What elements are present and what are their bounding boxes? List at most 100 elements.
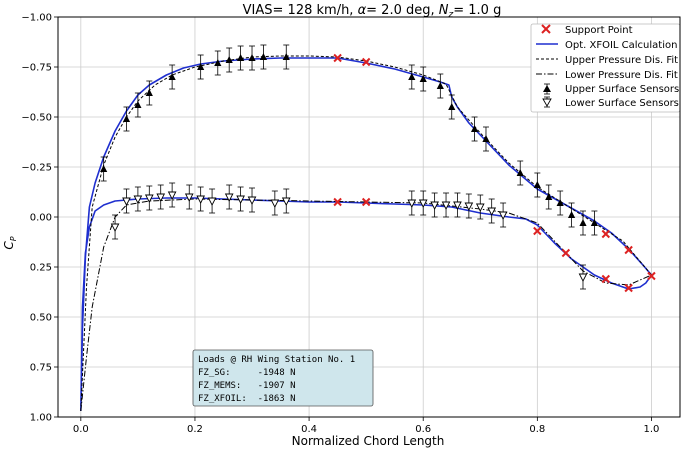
y-tick-label: 0.00 [30,213,52,224]
x-tick-label: 0.0 [73,424,89,435]
support-point [361,197,371,207]
support-point [533,226,542,236]
lower-sensor-point [167,182,177,208]
info-line-fz-mems: FZ_MEMS: -1907 N [198,381,296,391]
y-tick-label: 0.25 [30,263,52,274]
upper-sensor-point [545,184,553,210]
upper-sensor-point [225,47,233,73]
upper-sensor-point [516,160,524,186]
legend-label-lower-sensors: Lower Surface Sensors [565,98,679,109]
x-axis-ticks: 0.0 0.2 0.4 0.6 0.8 1.0 [73,417,660,435]
legend-marker-support-point [541,24,551,34]
support-point [333,53,342,63]
upper-sensor-point [197,54,205,80]
support-point [647,271,656,281]
upper-sensor-point [470,116,479,142]
support-point [333,197,342,207]
axes-frame [57,16,681,418]
lower-sensor-point [270,190,280,216]
y-tick-label: −0.25 [21,163,52,174]
x-tick-label: 0.4 [301,424,317,435]
y-tick-label: −1.00 [21,13,52,24]
lower-sensor-point [418,190,428,216]
lower-sensor-point [430,192,439,218]
lower-sensor-point [133,186,143,212]
upper-sensor-point [134,92,142,118]
lower-sensor-point [464,193,474,219]
x-tick-label: 0.6 [415,424,431,435]
lower-sensor-point [247,187,257,213]
support-point [624,245,633,255]
x-tick-label: 0.8 [529,424,545,435]
x-axis-label: Normalized Chord Length [292,434,445,448]
lower-sensor-point [578,264,588,290]
legend-label-xfoil: Opt. XFOIL Calculation [565,40,677,51]
upper-sensor-point [214,50,222,76]
upper-sensor-point [448,94,456,120]
support-point [601,274,611,284]
chart-title: VIAS= 128 km/h, α= 2.0 deg, Nz= 1.0 g [243,3,502,20]
support-point [601,229,611,239]
upper-sensor-point [482,126,490,152]
upper-sensor-point [282,44,290,70]
info-line-fz-sg: FZ_SG: -1948 N [198,368,296,378]
lower-sensor-point [236,186,245,212]
y-tick-label: 0.50 [30,313,52,324]
support-point [624,283,633,293]
upper-sensor-point [567,202,576,228]
legend-label-upper-fit: Upper Pressure Dis. Fit [565,55,678,66]
lower-sensor-point [407,190,417,216]
y-axis-ticks: −1.00 −0.75 −0.50 −0.25 0.00 0.25 0.50 0.75 1.00 [21,13,58,424]
legend: Support Point Opt. XFOIL Calculation Upp… [530,23,681,113]
upper-sensor-point [168,64,176,90]
legend-label-lower-fit: Lower Pressure Dis. Fit [565,70,678,81]
y-axis-label: CP [2,236,18,249]
lower-sensor-point [122,188,131,214]
y-tick-label: 1.00 [30,413,52,424]
lower-sensor-point [207,188,217,214]
support-point [361,57,371,67]
upper-sensor-point [436,73,444,99]
legend-marker-upper-sensors [543,83,551,95]
info-line-fz-xfoil: FZ_XFOIL: -1863 N [198,394,296,404]
lower-sensor-point [498,202,508,228]
upper-sensor-point [122,106,131,132]
upper-sensor-point [145,80,153,106]
lower-sensor-point [156,184,166,210]
legend-label-upper-sensors: Upper Surface Sensors [565,84,679,95]
info-line-title: Loads @ RH Wing Station No. 1 [198,355,355,365]
lower-sensor-point [184,184,194,210]
loads-info-box: Loads @ RH Wing Station No. 1 FZ_SG: -19… [192,349,374,407]
support-point [561,248,571,258]
upper-sensor-point [579,210,587,236]
upper-sensor-point [408,64,416,90]
y-tick-label: 0.75 [30,363,52,374]
upper-sensor-point [533,172,541,198]
lower-sensor-point [487,198,497,224]
lower-sensor-point [110,214,120,240]
lower-sensor-point [224,184,234,210]
y-tick-label: −0.50 [21,113,52,124]
upper-sensor-point [248,45,256,71]
info-box-background [192,349,374,407]
x-tick-label: 0.2 [187,424,203,435]
lower-sensor-point [453,192,462,218]
lower-sensor-point [441,192,451,218]
lower-sensor-point [475,194,485,220]
lower-sensor-point [281,188,291,214]
upper-sensor-point [419,66,427,92]
lower-sensor-point [144,185,154,211]
plot-area [80,44,656,412]
upper-sensor-point [590,210,599,236]
upper-sensor-point [237,45,245,71]
upper-sensor-point [556,190,564,216]
y-tick-label: −0.75 [21,63,52,74]
series-upper-fit-line [80,55,652,412]
lower-sensor-point [196,186,205,212]
upper-sensor-point [259,44,268,70]
legend-marker-lower-sensors [542,96,552,108]
legend-label-support-point: Support Point [565,25,633,36]
x-tick-label: 1.0 [644,424,660,435]
upper-sensor-point [100,156,108,182]
